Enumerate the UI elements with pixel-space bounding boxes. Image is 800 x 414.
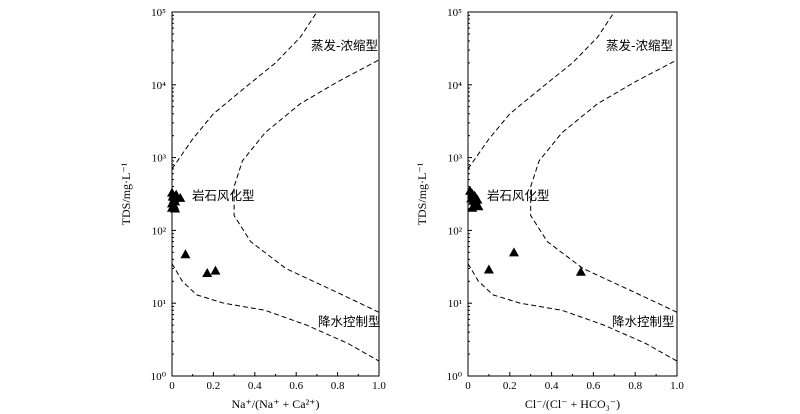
data-point-triangle — [508, 247, 519, 257]
y-tick-label: 10⁴ — [447, 80, 462, 92]
data-point-triangle — [180, 249, 191, 259]
x-tick-label: 0 — [169, 380, 175, 392]
x-axis-title: Cl⁻/(Cl⁻ + HCO₃⁻) — [525, 397, 620, 411]
data-point-triangle — [210, 265, 221, 275]
chart-panel-1: 0 0.2 0.4 0.6 0.8 1.0 10⁰ 10¹ 10² 10³ 10⁴ 10⁵ Na⁺/(N… — [119, 7, 386, 411]
boundary-curve-right — [530, 59, 678, 313]
data-point-triangle — [175, 192, 186, 202]
y-tick-label: 10⁵ — [447, 7, 462, 19]
chart-panel-2: 0 0.2 0.4 0.6 0.8 1.0 10⁰ 10¹ 10² 10³ 10⁴ 10⁵ Cl⁻/(C… — [415, 7, 684, 411]
boundary-curve-upper — [171, 11, 318, 170]
y-tick-label: 10⁰ — [447, 371, 463, 383]
x-tick-label: 0.2 — [207, 380, 221, 392]
y-axis-title: TDS/mg·L⁻¹ — [119, 162, 133, 225]
data-point-triangle — [575, 266, 586, 276]
region-label: 降水控制型 — [318, 314, 381, 329]
region-label: 蒸发-浓缩型 — [311, 38, 378, 53]
x-tick-label: 0.8 — [628, 380, 642, 392]
region-label: 降水控制型 — [612, 314, 675, 329]
x-tick-label: 0.4 — [545, 380, 559, 392]
y-tick-label: 10³ — [448, 153, 463, 165]
y-tick-label: 10⁴ — [151, 80, 166, 92]
x-tick-label: 0.6 — [289, 380, 303, 392]
y-tick-label: 10² — [448, 225, 463, 237]
x-tick-label: 1.0 — [670, 380, 684, 392]
x-tick-label: 0.2 — [503, 380, 517, 392]
data-point-triangle — [170, 203, 181, 213]
y-tick-label: 10² — [152, 225, 167, 237]
y-tick-label: 10⁰ — [151, 371, 167, 383]
y-tick-label: 10¹ — [152, 298, 166, 310]
boundary-curve-upper — [467, 11, 615, 170]
y-tick-label: 10³ — [152, 153, 167, 165]
region-label: 岩石风化型 — [487, 188, 550, 203]
data-point-triangle — [472, 194, 483, 204]
data-point-triangle — [473, 201, 484, 211]
data-point-triangle — [483, 264, 494, 274]
x-tick-label: 0 — [465, 380, 471, 392]
y-tick-label: 10⁵ — [151, 7, 166, 19]
boundary-curve-lower — [171, 263, 380, 362]
data-point-triangle — [467, 202, 478, 212]
y-axis-title: TDS/mg·L⁻¹ — [415, 162, 429, 225]
x-tick-label: 0.4 — [248, 380, 262, 392]
region-label: 岩石风化型 — [192, 188, 255, 203]
x-axis-title: Na⁺/(Na⁺ + Ca²⁺) — [231, 397, 319, 411]
region-label: 蒸发-浓缩型 — [606, 38, 673, 53]
boundary-curve-lower — [467, 263, 678, 362]
boundary-curve-right — [233, 59, 380, 313]
data-point-triangle — [202, 267, 213, 277]
y-tick-label: 10¹ — [448, 298, 462, 310]
x-tick-label: 0.6 — [587, 380, 601, 392]
x-tick-label: 0.8 — [331, 380, 345, 392]
x-tick-label: 1.0 — [372, 380, 386, 392]
